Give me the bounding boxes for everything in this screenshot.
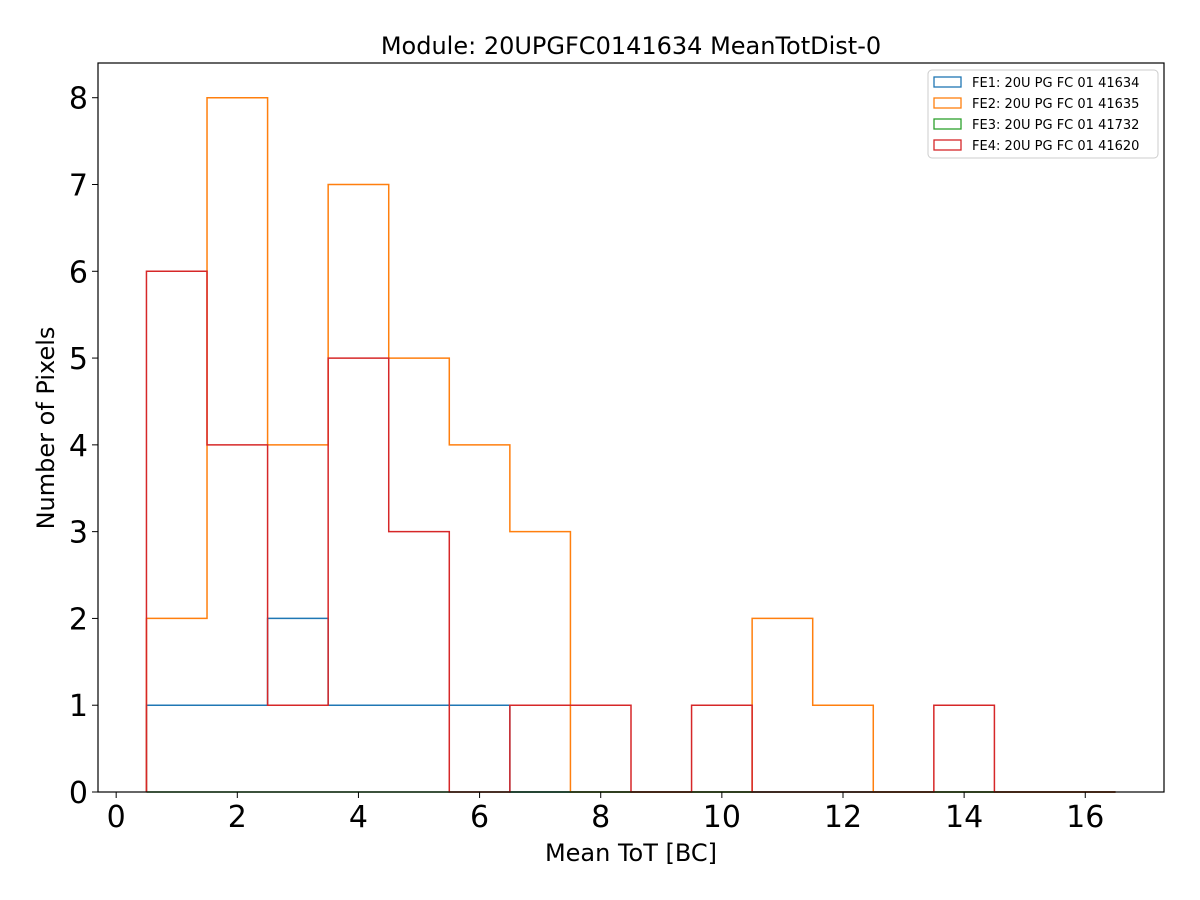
legend: FE1: 20U PG FC 01 41634 FE2: 20U PG FC 01…: [927, 69, 1159, 159]
x-axis-ticks: 0 2 4 6 8 10 12 14 16: [107, 792, 1104, 835]
x-tick-label: 16: [1066, 800, 1104, 835]
y-tick-label: 6: [69, 255, 88, 290]
y-tick-label: 7: [69, 169, 88, 204]
plot-frame: [97, 62, 1165, 793]
x-tick-label: 4: [349, 800, 368, 835]
y-tick-label: 8: [69, 82, 88, 117]
series-fe2-histogram: [145, 96, 1116, 793]
legend-label-fe4: FE4: 20U PG FC 01 41620: [972, 139, 1139, 154]
y-tick-label: 2: [69, 602, 88, 637]
y-tick-label: 4: [69, 429, 88, 464]
y-tick-label: 5: [69, 342, 88, 377]
legend-swatch-fe2: [933, 97, 962, 109]
legend-box: [927, 69, 1159, 159]
x-axis-title: Mean ToT [BC]: [545, 839, 717, 867]
legend-label-fe1: FE1: 20U PG FC 01 41634: [972, 76, 1139, 91]
x-tick-label: 10: [703, 800, 741, 835]
x-tick-label: 12: [824, 800, 862, 835]
x-tick-label: 6: [470, 800, 489, 835]
legend-swatch-fe4: [933, 139, 962, 151]
chart-title: Module: 20UPGFC0141634 MeanTotDist-0: [381, 32, 881, 60]
x-tick-label: 8: [591, 800, 610, 835]
x-tick-label: 0: [107, 800, 126, 835]
y-tick-label: 3: [69, 516, 88, 551]
legend-swatch-fe1: [933, 76, 962, 88]
y-axis-ticks: 0 1 2 3 4 5 6 7 8: [69, 82, 98, 811]
legend-label-fe3: FE3: 20U PG FC 01 41732: [972, 118, 1139, 133]
legend-swatch-fe3: [933, 118, 962, 130]
series-layer: [145, 96, 1116, 793]
y-tick-label: 0: [69, 776, 88, 811]
x-tick-label: 2: [228, 800, 247, 835]
y-tick-label: 1: [69, 689, 88, 724]
series-fe4-histogram: [145, 270, 1116, 793]
legend-label-fe2: FE2: 20U PG FC 01 41635: [972, 97, 1139, 112]
y-axis-title: Number of Pixels: [32, 327, 60, 530]
x-tick-label: 14: [945, 800, 983, 835]
